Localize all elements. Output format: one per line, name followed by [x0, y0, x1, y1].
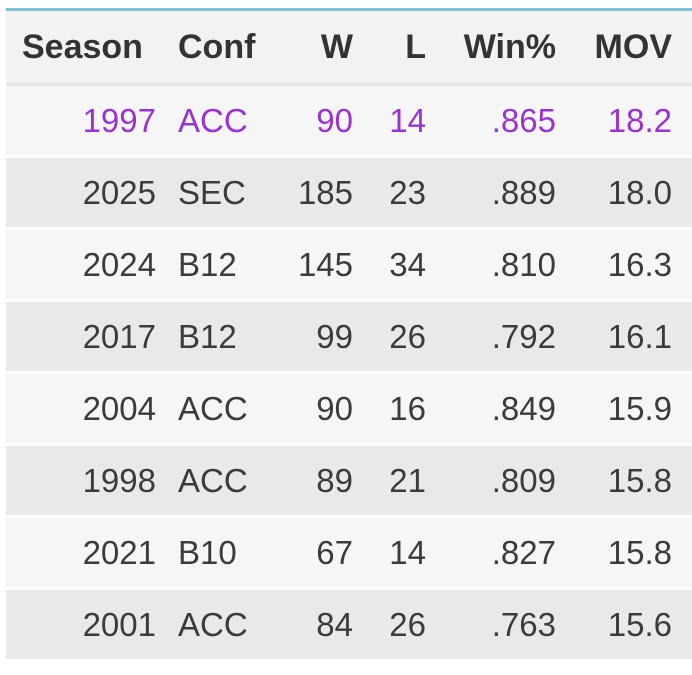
cell-mov: 15.8 — [556, 516, 692, 590]
cell-season: 1998 — [6, 444, 156, 518]
table-row: 1998 ACC 89 21 .809 15.8 — [6, 444, 692, 518]
cell-win-pct: .827 — [426, 516, 556, 590]
cell-wins: 145 — [291, 228, 353, 302]
cell-conf: B12 — [156, 228, 291, 302]
header-wins[interactable]: W — [291, 9, 353, 86]
cell-losses: 14 — [353, 84, 426, 158]
cell-season: 2004 — [6, 372, 156, 446]
cell-season: 1997 — [6, 84, 156, 158]
table-row: 2021 B10 67 14 .827 15.8 — [6, 516, 692, 590]
cell-season: 2017 — [6, 300, 156, 374]
cell-win-pct: .849 — [426, 372, 556, 446]
cell-mov: 16.3 — [556, 228, 692, 302]
cell-losses: 16 — [353, 372, 426, 446]
table-row: 2001 ACC 84 26 .763 15.6 — [6, 588, 692, 662]
cell-win-pct: .809 — [426, 444, 556, 518]
header-mov[interactable]: MOV — [556, 9, 692, 86]
cell-mov: 16.1 — [556, 300, 692, 374]
cell-mov: 15.6 — [556, 588, 692, 662]
table-row: 2024 B12 145 34 .810 16.3 — [6, 228, 692, 302]
header-win-pct[interactable]: Win% — [426, 9, 556, 86]
cell-conf: ACC — [156, 588, 291, 662]
table-row: 2004 ACC 90 16 .849 15.9 — [6, 372, 692, 446]
cell-win-pct: .810 — [426, 228, 556, 302]
cell-win-pct: .792 — [426, 300, 556, 374]
cell-season: 2021 — [6, 516, 156, 590]
cell-losses: 23 — [353, 156, 426, 230]
cell-conf: ACC — [156, 84, 291, 158]
cell-losses: 26 — [353, 300, 426, 374]
header-season[interactable]: Season — [6, 9, 156, 86]
cell-losses: 14 — [353, 516, 426, 590]
cell-mov: 15.8 — [556, 444, 692, 518]
cell-wins: 67 — [291, 516, 353, 590]
cell-wins: 89 — [291, 444, 353, 518]
header-conf[interactable]: Conf — [156, 9, 291, 86]
header-row: Season Conf W L Win% MOV — [6, 9, 692, 86]
cell-win-pct: .889 — [426, 156, 556, 230]
cell-mov: 15.9 — [556, 372, 692, 446]
cell-mov: 18.0 — [556, 156, 692, 230]
cell-losses: 34 — [353, 228, 426, 302]
cell-conf: ACC — [156, 372, 291, 446]
cell-conf: B10 — [156, 516, 291, 590]
stats-table-container: Season Conf W L Win% MOV 1997 ACC 90 14 … — [6, 8, 692, 662]
cell-wins: 90 — [291, 372, 353, 446]
cell-season: 2025 — [6, 156, 156, 230]
cell-season: 2001 — [6, 588, 156, 662]
table-row: 1997 ACC 90 14 .865 18.2 — [6, 84, 692, 158]
cell-losses: 26 — [353, 588, 426, 662]
cell-conf: SEC — [156, 156, 291, 230]
cell-wins: 84 — [291, 588, 353, 662]
cell-season: 2024 — [6, 228, 156, 302]
cell-conf: ACC — [156, 444, 291, 518]
cell-conf: B12 — [156, 300, 291, 374]
cell-win-pct: .763 — [426, 588, 556, 662]
cell-mov: 18.2 — [556, 84, 692, 158]
table-row: 2017 B12 99 26 .792 16.1 — [6, 300, 692, 374]
header-losses[interactable]: L — [353, 9, 426, 86]
cell-win-pct: .865 — [426, 84, 556, 158]
table-row: 2025 SEC 185 23 .889 18.0 — [6, 156, 692, 230]
cell-wins: 99 — [291, 300, 353, 374]
cell-wins: 90 — [291, 84, 353, 158]
cell-wins: 185 — [291, 156, 353, 230]
cell-losses: 21 — [353, 444, 426, 518]
stats-table: Season Conf W L Win% MOV 1997 ACC 90 14 … — [6, 8, 692, 662]
